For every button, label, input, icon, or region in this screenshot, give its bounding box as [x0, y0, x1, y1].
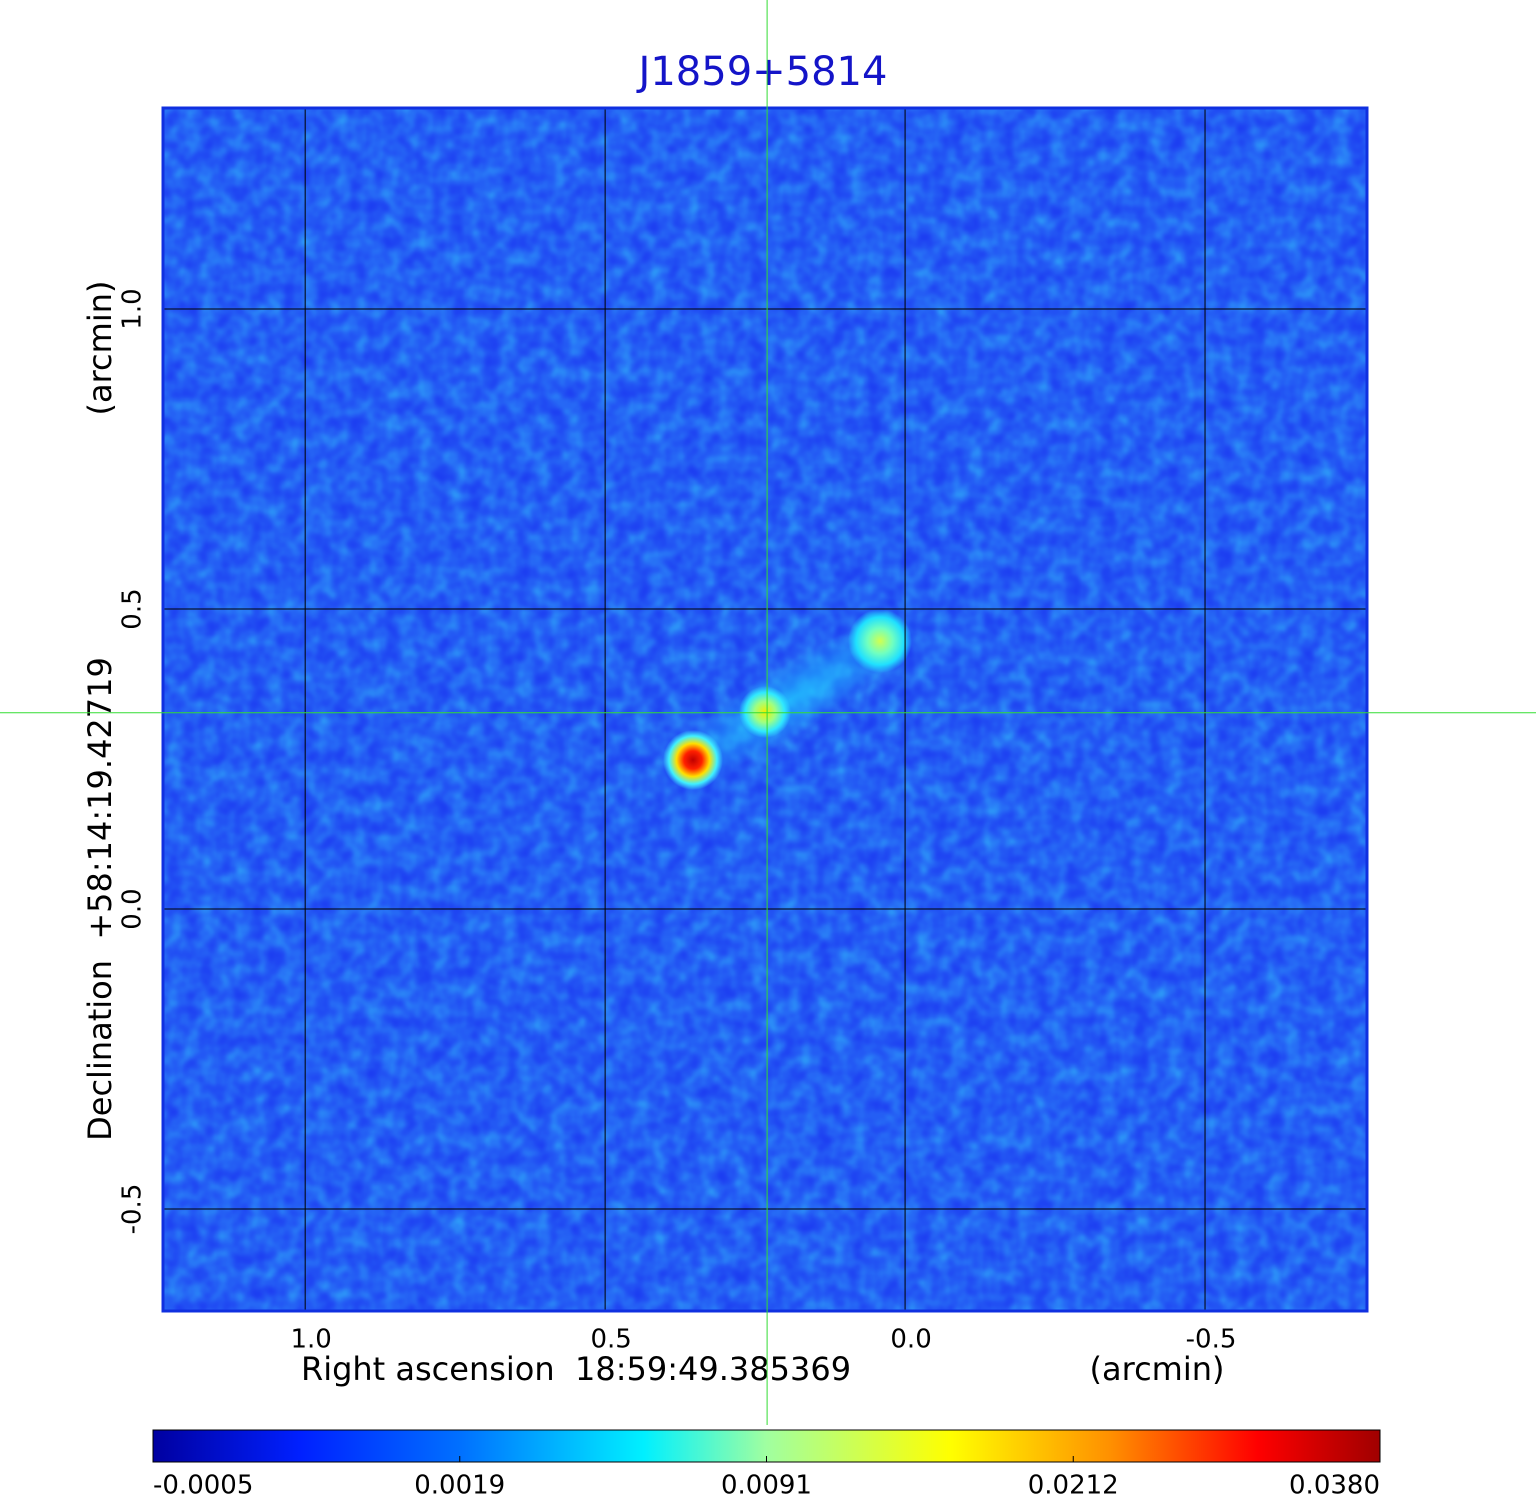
- y-tick-label: 0.0: [118, 888, 148, 929]
- y-axis-label: Declination +58:14:19.42719: [81, 657, 119, 1141]
- x-axis-label: Right ascension 18:59:49.385369: [301, 1350, 851, 1388]
- x-tick-label: 0.5: [590, 1325, 631, 1355]
- plot-frame: [161, 106, 1369, 1313]
- chart-title: J1859+5814: [636, 49, 888, 95]
- colorbar-tick-label: 0.0091: [721, 1471, 812, 1500]
- colorbar-tick-label: 0.0212: [1028, 1471, 1119, 1500]
- x-tick-label: -0.5: [1186, 1325, 1237, 1355]
- source: [739, 686, 791, 738]
- source: [663, 730, 723, 790]
- y-tick-label: -0.5: [118, 1184, 148, 1235]
- x-tick-label: 0.0: [890, 1325, 931, 1355]
- y-tick-label: 1.0: [118, 288, 148, 329]
- colorbar-tick-label: 0.0380: [1289, 1471, 1380, 1500]
- source: [848, 609, 912, 673]
- y-axis-unit: (arcmin): [81, 281, 119, 416]
- x-axis-unit: (arcmin): [1090, 1350, 1225, 1388]
- sky-image: [163, 108, 1367, 1311]
- x-tick-label: 1.0: [290, 1325, 331, 1355]
- y-tick-label: 0.5: [118, 588, 148, 629]
- colorbar-tick-label: -0.0005: [153, 1471, 253, 1500]
- colorbar-tick-label: 0.0019: [414, 1471, 505, 1500]
